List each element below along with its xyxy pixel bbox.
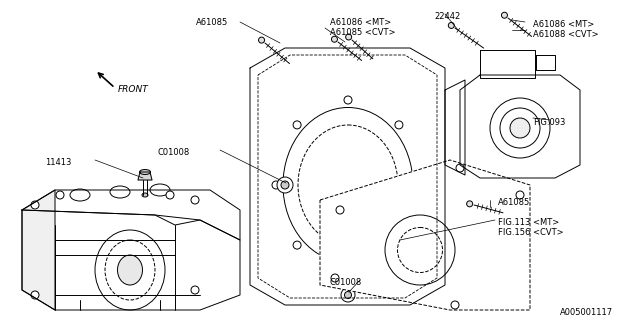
Circle shape	[467, 201, 473, 207]
Circle shape	[341, 288, 355, 302]
Ellipse shape	[142, 193, 148, 197]
Circle shape	[31, 201, 39, 209]
Ellipse shape	[95, 230, 165, 310]
Circle shape	[395, 241, 403, 249]
Circle shape	[502, 12, 508, 18]
Ellipse shape	[70, 189, 90, 201]
Ellipse shape	[510, 118, 530, 138]
Circle shape	[332, 36, 337, 42]
Text: FRONT: FRONT	[118, 85, 148, 94]
Polygon shape	[138, 172, 152, 180]
Ellipse shape	[140, 170, 150, 174]
Text: A61085: A61085	[498, 198, 531, 207]
Polygon shape	[460, 75, 580, 178]
Circle shape	[281, 181, 289, 189]
Ellipse shape	[488, 115, 532, 145]
Polygon shape	[22, 210, 240, 310]
Circle shape	[516, 191, 524, 199]
Polygon shape	[320, 160, 530, 310]
Text: FIG.093: FIG.093	[533, 118, 565, 127]
Circle shape	[191, 286, 199, 294]
Ellipse shape	[385, 215, 455, 285]
Text: 11413: 11413	[45, 158, 72, 167]
Circle shape	[344, 96, 352, 104]
Circle shape	[272, 181, 280, 189]
Text: FIG.156 <CVT>: FIG.156 <CVT>	[498, 228, 564, 237]
Circle shape	[277, 177, 293, 193]
Text: FIG.113 <MT>: FIG.113 <MT>	[498, 218, 559, 227]
Circle shape	[293, 121, 301, 129]
Ellipse shape	[118, 255, 143, 285]
Polygon shape	[480, 50, 535, 78]
Circle shape	[166, 191, 174, 199]
Circle shape	[448, 22, 454, 28]
Circle shape	[344, 266, 352, 274]
Text: A61086 <MT>: A61086 <MT>	[330, 18, 391, 27]
Ellipse shape	[150, 184, 170, 196]
Text: C01008: C01008	[330, 278, 362, 287]
Polygon shape	[22, 190, 55, 310]
Circle shape	[259, 37, 264, 43]
Circle shape	[331, 274, 339, 282]
Circle shape	[191, 196, 199, 204]
Ellipse shape	[283, 108, 413, 262]
Circle shape	[456, 164, 464, 172]
Circle shape	[293, 241, 301, 249]
Polygon shape	[22, 190, 240, 240]
Text: A61086 <MT>: A61086 <MT>	[533, 20, 595, 29]
Circle shape	[346, 34, 351, 40]
Circle shape	[416, 181, 424, 189]
Circle shape	[395, 121, 403, 129]
Ellipse shape	[490, 98, 550, 158]
Polygon shape	[250, 48, 445, 305]
Polygon shape	[536, 55, 555, 70]
Text: A61085 <CVT>: A61085 <CVT>	[330, 28, 396, 37]
Text: 22442: 22442	[434, 12, 460, 21]
Text: C01008: C01008	[158, 148, 190, 157]
Circle shape	[336, 206, 344, 214]
Circle shape	[31, 291, 39, 299]
Text: A005001117: A005001117	[560, 308, 613, 317]
Text: A61088 <CVT>: A61088 <CVT>	[533, 30, 598, 39]
Polygon shape	[445, 80, 465, 175]
Circle shape	[344, 292, 351, 299]
Ellipse shape	[110, 186, 130, 198]
Circle shape	[56, 191, 64, 199]
Ellipse shape	[502, 92, 557, 127]
Text: A61085: A61085	[196, 18, 228, 27]
Circle shape	[451, 301, 459, 309]
